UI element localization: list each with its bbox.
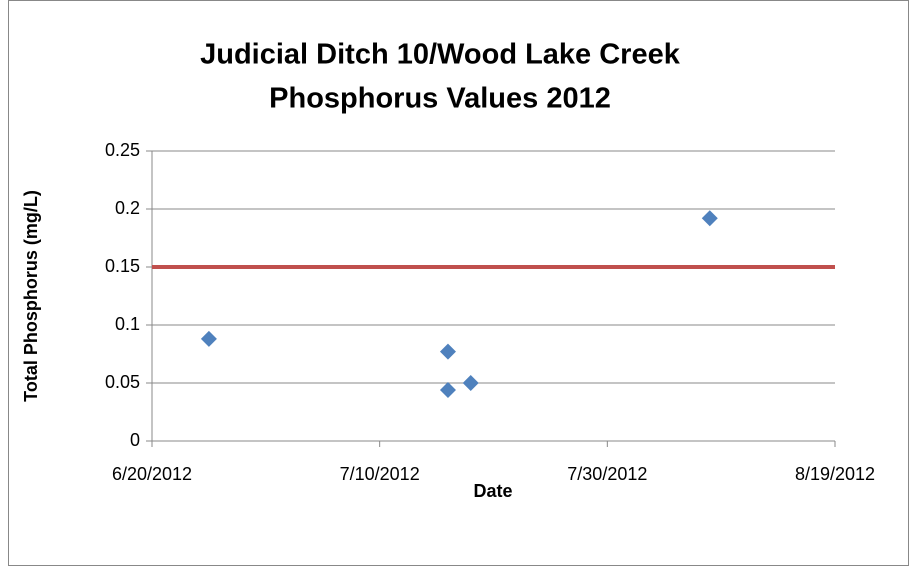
chart-title: Phosphorus Values 2012: [269, 83, 611, 115]
marker: [439, 381, 456, 398]
y-tick-label: 0.2: [115, 198, 140, 218]
marker: [439, 343, 456, 360]
chart-title: Judicial Ditch 10/Wood Lake Creek: [200, 39, 681, 71]
y-tick-label: 0.05: [105, 372, 140, 392]
y-tick-label: 0.25: [105, 140, 140, 160]
x-tick-label: 7/10/2012: [340, 464, 420, 484]
y-tick-label: 0.1: [115, 314, 140, 334]
chart-border: [8, 0, 909, 566]
marker: [200, 330, 217, 347]
x-axis-title: Date: [473, 481, 512, 501]
marker: [462, 375, 479, 391]
y-axis-title: Total Phosphorus (mg/L): [21, 190, 41, 402]
y-tick-label: 0.15: [105, 256, 140, 276]
x-tick-label: 8/19/2012: [795, 464, 875, 484]
x-tick-label: 7/30/2012: [567, 464, 647, 484]
y-tick-label: 0: [130, 430, 140, 450]
marker: [701, 210, 718, 227]
x-tick-label: 6/20/2012: [112, 464, 192, 484]
